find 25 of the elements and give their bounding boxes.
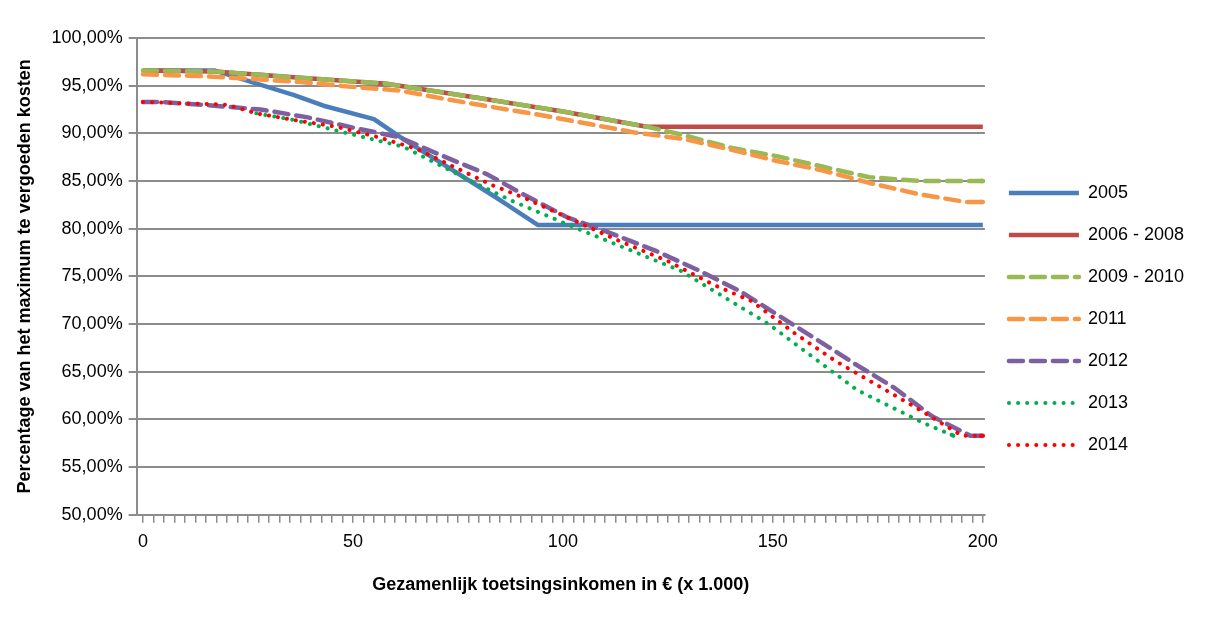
y-tick-label: 70,00% <box>61 313 123 334</box>
x-tick-label: 150 <box>757 530 788 551</box>
x-tick-label: 0 <box>137 530 148 551</box>
y-tick-label: 85,00% <box>61 170 123 191</box>
y-tick-label: 90,00% <box>61 122 123 143</box>
y-tick-label: 80,00% <box>61 217 123 238</box>
y-tick-label: 75,00% <box>61 265 123 286</box>
legend-label: 2011 <box>1087 307 1127 328</box>
x-tick-label: 50 <box>342 530 363 551</box>
y-tick-label: 100,00% <box>51 26 123 47</box>
legend-label: 2013 <box>1087 391 1128 412</box>
x-tick-label: 100 <box>547 530 578 551</box>
legend-label: 2006 - 2008 <box>1087 223 1185 244</box>
legend-label: 2012 <box>1087 349 1128 370</box>
legend-label: 2014 <box>1087 433 1128 454</box>
y-tick-label: 65,00% <box>61 360 123 381</box>
legend-label: 2009 - 2010 <box>1087 265 1185 286</box>
y-axis-title: Percentage van het maximum te vergoeden kosten <box>13 59 34 494</box>
y-tick-label: 55,00% <box>61 456 123 477</box>
y-tick-label: 50,00% <box>61 503 123 524</box>
x-axis-title: Gezamenlijk toetsingsinkomen in € (x 1.000) <box>372 574 750 595</box>
y-tick-label: 60,00% <box>61 408 123 429</box>
y-tick-label: 95,00% <box>61 74 123 95</box>
legend-label: 2005 <box>1087 181 1128 202</box>
x-tick-label: 200 <box>967 530 998 551</box>
